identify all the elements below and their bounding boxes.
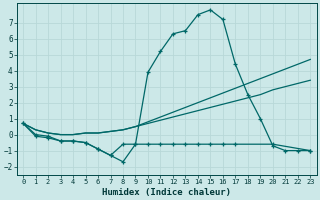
X-axis label: Humidex (Indice chaleur): Humidex (Indice chaleur) bbox=[102, 188, 231, 197]
